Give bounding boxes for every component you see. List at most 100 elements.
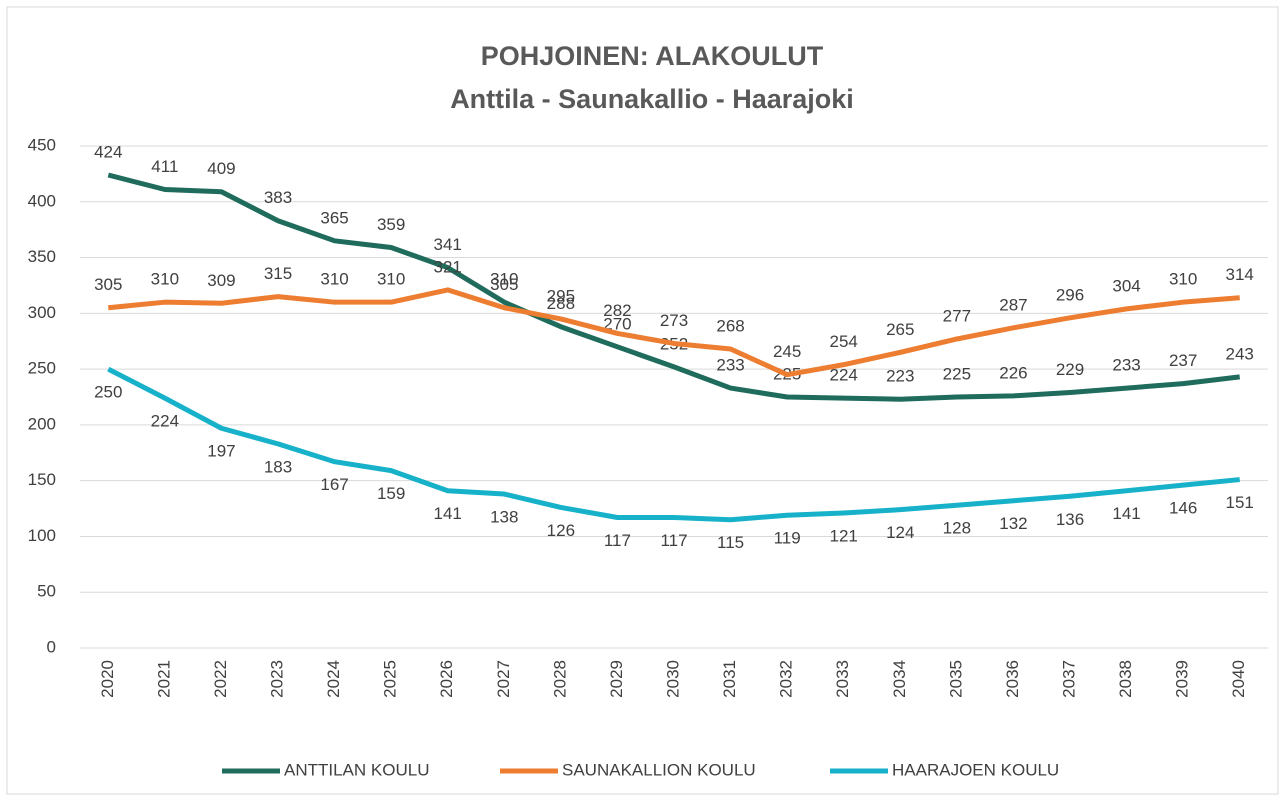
data-label: 126: [547, 521, 575, 540]
data-label: 124: [886, 523, 914, 542]
y-tick-label: 100: [28, 526, 56, 545]
data-label: 411: [151, 157, 178, 176]
data-label: 409: [207, 159, 235, 178]
data-label: 121: [830, 527, 858, 546]
data-label: 119: [774, 529, 801, 548]
x-tick-label: 2029: [607, 660, 626, 698]
data-label: 132: [999, 514, 1027, 533]
x-tick-label: 2032: [777, 660, 796, 698]
data-label: 296: [1056, 285, 1084, 304]
data-label: 243: [1226, 344, 1254, 363]
x-tick-label: 2038: [1116, 660, 1135, 698]
data-label: 305: [94, 275, 122, 294]
data-label: 270: [603, 314, 631, 333]
data-label: 341: [434, 235, 462, 254]
y-tick-label: 450: [28, 135, 56, 154]
data-label: 265: [886, 320, 914, 339]
x-tick-label: 2035: [946, 660, 965, 698]
legend-label: ANTTILAN KOULU: [284, 760, 429, 779]
x-tick-label: 2020: [98, 660, 117, 698]
x-tick-label: 2027: [494, 660, 513, 698]
x-tick-label: 2034: [890, 660, 909, 698]
data-label: 136: [1056, 510, 1084, 529]
data-label: 359: [377, 215, 405, 234]
data-label: 226: [999, 363, 1027, 382]
x-tick-label: 2026: [437, 660, 456, 698]
data-label: 287: [999, 295, 1027, 314]
data-label: 245: [773, 342, 801, 361]
series-line: [107, 172, 1241, 402]
y-tick-label: 150: [28, 470, 56, 489]
data-label: 141: [434, 504, 462, 523]
data-label: 138: [490, 508, 518, 527]
data-label: 167: [320, 475, 348, 494]
data-label: 273: [660, 311, 688, 330]
data-label: 268: [716, 317, 744, 336]
y-tick-label: 200: [28, 414, 56, 433]
data-label: 197: [207, 442, 235, 461]
data-label: 225: [943, 364, 971, 383]
data-label: 224: [830, 366, 858, 385]
data-label: 321: [434, 257, 462, 276]
chart-subtitle: Anttila - Saunakallio - Haarajoki: [450, 84, 854, 114]
data-label: 223: [886, 367, 914, 386]
data-label: 183: [264, 457, 292, 476]
data-label: 229: [1056, 360, 1084, 379]
x-tick-label: 2028: [550, 660, 569, 698]
data-label: 305: [490, 275, 518, 294]
chart-title: POHJOINEN: ALAKOULUT: [481, 41, 824, 71]
data-label: 277: [943, 306, 971, 325]
legend-label: HAARAJOEN KOULU: [892, 760, 1059, 779]
x-tick-label: 2021: [154, 660, 173, 698]
x-tick-label: 2023: [267, 660, 286, 698]
data-label: 295: [547, 286, 575, 305]
y-tick-label: 0: [47, 637, 56, 656]
x-tick-label: 2025: [381, 660, 400, 698]
data-label: 310: [490, 270, 518, 289]
series-line: [108, 287, 1240, 378]
data-label: 310: [377, 270, 405, 289]
x-tick-label: 2024: [324, 660, 343, 698]
x-tick-label: 2039: [1173, 660, 1192, 698]
data-label: 310: [320, 270, 348, 289]
data-label: 146: [1169, 499, 1197, 518]
data-label: 117: [660, 531, 687, 550]
data-label: 310: [1169, 270, 1197, 289]
data-label: 115: [717, 533, 744, 552]
data-label: 314: [1226, 265, 1254, 284]
data-label: 304: [1112, 276, 1140, 295]
data-label: 282: [603, 301, 631, 320]
x-tick-label: 2031: [720, 660, 739, 698]
series-line: [107, 366, 1240, 523]
data-label: 159: [377, 484, 405, 503]
data-label: 224: [151, 412, 179, 431]
legend-label: SAUNAKALLION KOULU: [562, 760, 756, 779]
data-label: 151: [1226, 493, 1254, 512]
data-label: 250: [94, 383, 122, 402]
y-tick-label: 350: [28, 247, 56, 266]
data-label: 128: [943, 519, 971, 538]
x-tick-label: 2022: [211, 660, 230, 698]
data-label: 309: [207, 271, 235, 290]
data-label: 117: [604, 531, 631, 550]
data-label: 383: [264, 188, 292, 207]
data-label: 141: [1112, 504, 1140, 523]
data-label: 254: [830, 332, 858, 351]
y-tick-label: 50: [37, 582, 56, 601]
y-tick-label: 250: [28, 359, 56, 378]
x-tick-label: 2033: [833, 660, 852, 698]
data-label: 288: [547, 294, 575, 313]
data-label: 233: [1112, 356, 1140, 375]
x-tick-label: 2036: [1003, 660, 1022, 698]
x-tick-label: 2037: [1059, 660, 1078, 698]
data-label: 365: [320, 208, 348, 227]
data-label: 233: [716, 356, 744, 375]
x-tick-label: 2040: [1229, 660, 1248, 698]
data-label: 424: [94, 142, 122, 161]
data-label: 310: [151, 270, 179, 289]
data-label: 315: [264, 264, 292, 283]
x-tick-label: 2030: [663, 660, 682, 698]
y-tick-label: 300: [28, 303, 56, 322]
data-label: 237: [1169, 351, 1197, 370]
